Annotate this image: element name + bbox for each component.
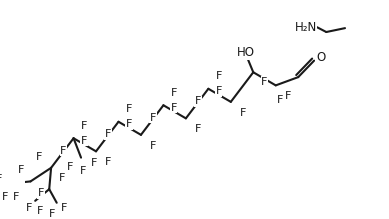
Text: O: O xyxy=(316,51,325,64)
Text: F: F xyxy=(49,209,55,219)
Text: F: F xyxy=(36,152,42,162)
Text: F: F xyxy=(150,113,156,123)
Text: F: F xyxy=(2,192,9,202)
Text: F: F xyxy=(67,162,73,172)
Text: F: F xyxy=(80,166,86,176)
Text: F: F xyxy=(59,173,65,182)
Text: F: F xyxy=(37,205,43,215)
Text: F: F xyxy=(61,203,67,213)
Text: F: F xyxy=(170,88,177,98)
Text: F: F xyxy=(195,124,201,134)
Text: HO: HO xyxy=(237,46,255,59)
Text: F: F xyxy=(0,175,2,184)
Text: F: F xyxy=(13,192,20,202)
Text: F: F xyxy=(81,121,87,131)
Text: F: F xyxy=(277,95,284,105)
Text: F: F xyxy=(261,77,268,87)
Text: F: F xyxy=(216,86,222,96)
Text: F: F xyxy=(25,203,32,213)
Text: F: F xyxy=(285,91,291,101)
Text: F: F xyxy=(126,119,132,129)
Text: F: F xyxy=(81,136,87,146)
Text: F: F xyxy=(170,103,177,113)
Text: F: F xyxy=(105,157,111,167)
Text: F: F xyxy=(105,129,111,139)
Text: F: F xyxy=(150,141,156,150)
Text: F: F xyxy=(38,188,44,198)
Text: F: F xyxy=(126,104,132,114)
Text: H₂N: H₂N xyxy=(294,21,317,34)
Text: F: F xyxy=(91,159,97,168)
Text: F: F xyxy=(240,108,246,118)
Text: F: F xyxy=(195,96,201,106)
Text: F: F xyxy=(216,71,222,81)
Text: F: F xyxy=(60,146,67,156)
Text: F: F xyxy=(18,165,25,175)
